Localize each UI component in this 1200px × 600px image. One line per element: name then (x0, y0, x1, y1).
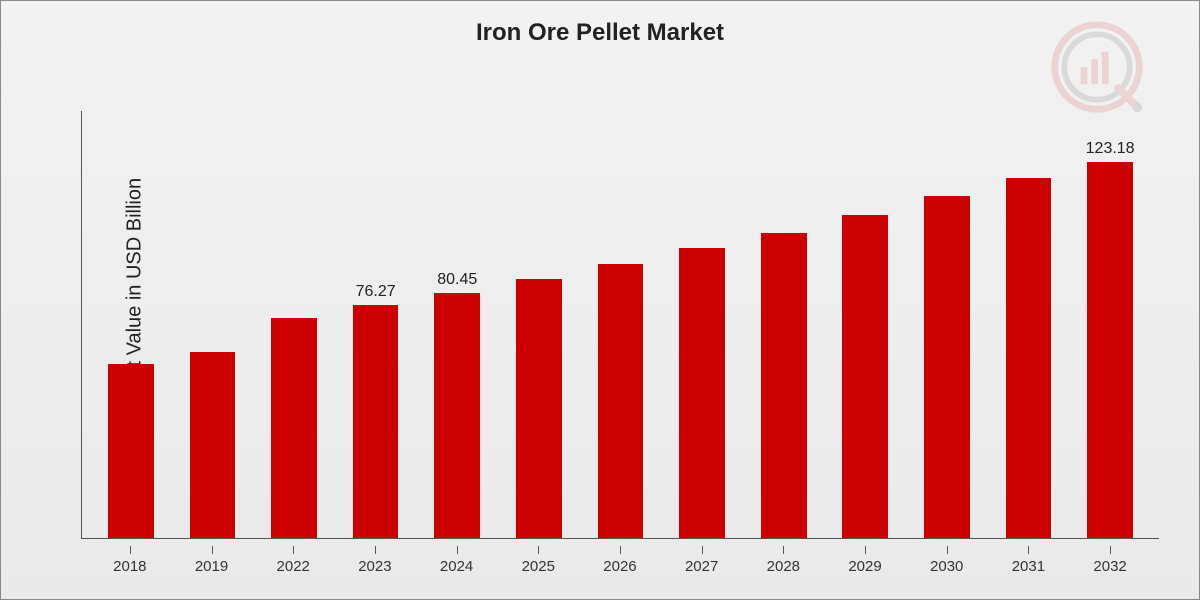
bar (434, 293, 480, 538)
bar (516, 279, 562, 538)
bar (108, 364, 154, 538)
bar-wrap (498, 111, 580, 538)
bar (761, 233, 807, 538)
x-tick-label: 2018 (89, 558, 171, 575)
bar-wrap (906, 111, 988, 538)
bar-wrap: 80.45 (416, 111, 498, 538)
bar (190, 352, 236, 538)
bar (271, 318, 317, 538)
x-tick-label: 2025 (497, 558, 579, 575)
bar-value-label: 80.45 (437, 271, 477, 289)
bar (1006, 178, 1052, 538)
x-tick-label: 2031 (988, 558, 1070, 575)
bar-wrap (253, 111, 335, 538)
bar-wrap (580, 111, 662, 538)
bars-group: 76.27 80.45 123.18 (82, 111, 1159, 538)
x-tick-label: 2030 (906, 558, 988, 575)
x-tick-label: 2019 (171, 558, 253, 575)
bar (842, 215, 888, 538)
bar-wrap (824, 111, 906, 538)
bar-wrap: 76.27 (335, 111, 417, 538)
bar-wrap (172, 111, 254, 538)
plot-area: 76.27 80.45 123.18 (81, 111, 1159, 539)
chart-title: Iron Ore Pellet Market (1, 1, 1199, 47)
x-tick-label: 2023 (334, 558, 416, 575)
x-tick-label: 2028 (743, 558, 825, 575)
bar-wrap (743, 111, 825, 538)
bar (353, 305, 399, 538)
bar-value-label: 123.18 (1086, 140, 1135, 158)
chart-container: Iron Ore Pellet Market Market Value in U… (0, 0, 1200, 600)
bar-wrap (661, 111, 743, 538)
x-tick-label: 2022 (252, 558, 334, 575)
watermark-logo-icon (1049, 19, 1145, 115)
x-tick-label: 2027 (661, 558, 743, 575)
x-tick-label: 2024 (416, 558, 498, 575)
x-axis: 2018201920222023202420252026202720282029… (81, 558, 1159, 575)
bar (679, 248, 725, 538)
bar (598, 264, 644, 539)
bar-wrap (90, 111, 172, 538)
bar-value-label: 76.27 (356, 283, 396, 301)
x-tick-label: 2029 (824, 558, 906, 575)
bar (1087, 162, 1133, 538)
bar-wrap: 123.18 (1069, 111, 1151, 538)
x-tick-label: 2026 (579, 558, 661, 575)
x-tick-label: 2032 (1069, 558, 1151, 575)
bar-wrap (988, 111, 1070, 538)
bar (924, 196, 970, 538)
